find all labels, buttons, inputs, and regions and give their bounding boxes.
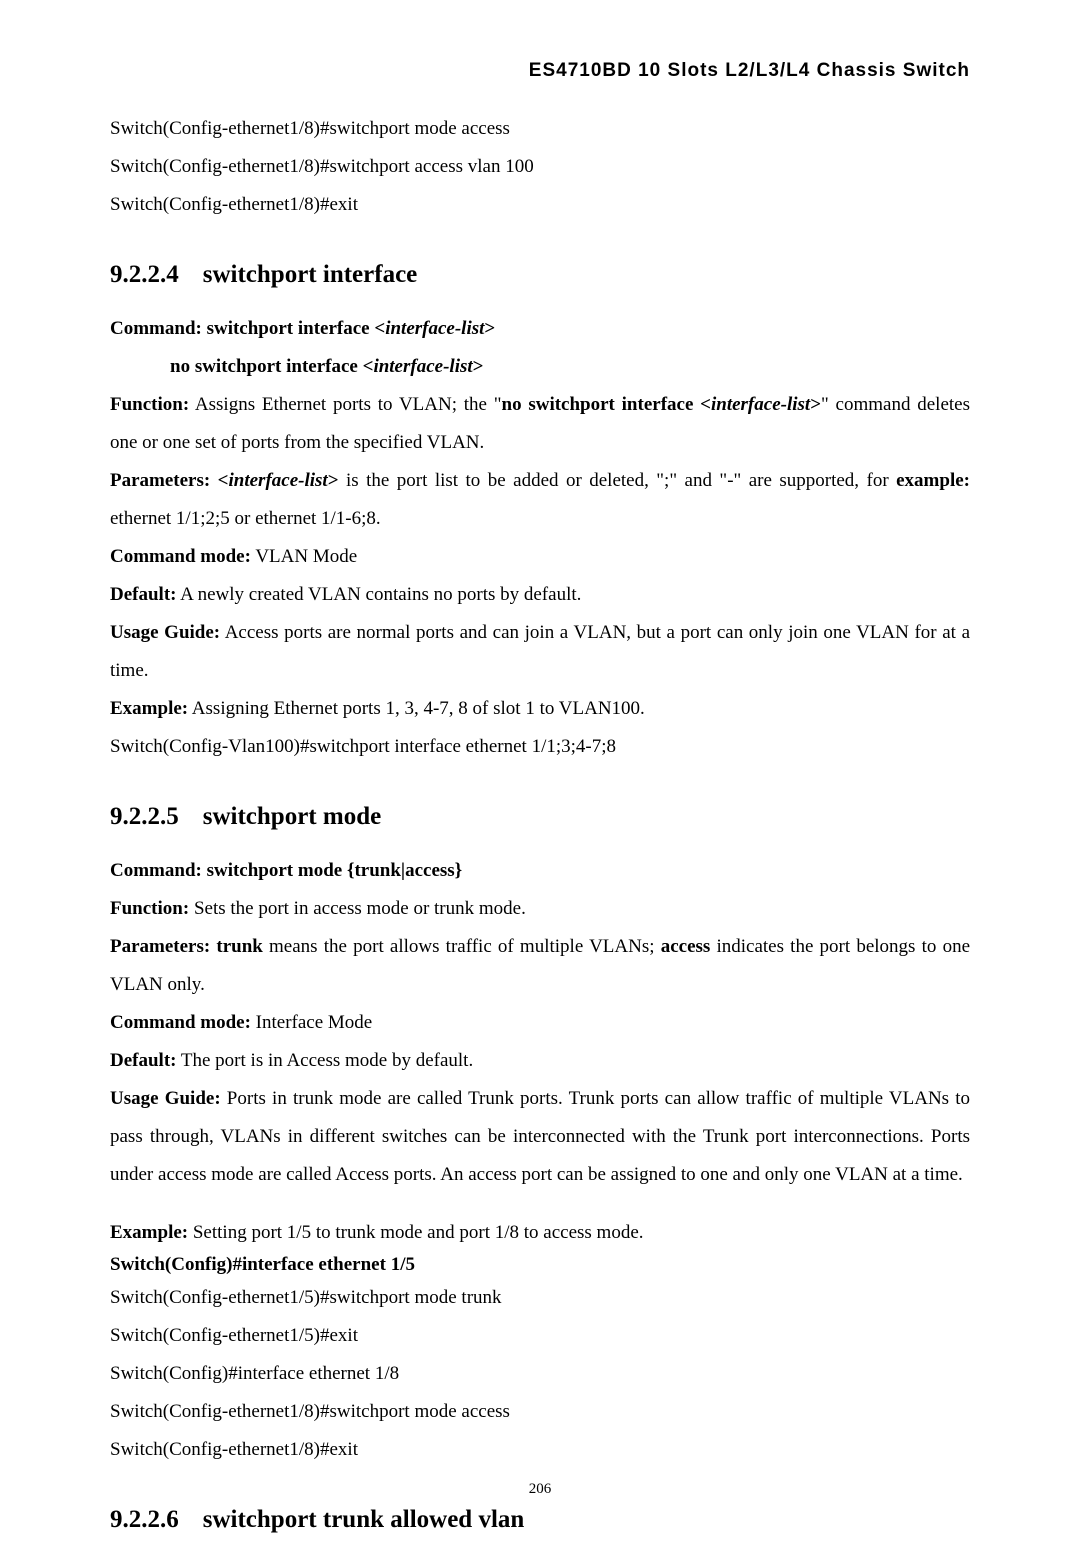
cli-line: Switch(Config-ethernet1/8)#exit — [110, 186, 970, 224]
usage-guide-line: Usage Guide: Ports in trunk mode are cal… — [110, 1080, 970, 1194]
section-heading-9226: 9.2.2.6 switchport trunk allowed vlan — [110, 1495, 970, 1545]
cli-line: Switch(Config-ethernet1/5)#switchport mo… — [110, 1279, 970, 1317]
heading-text: switchport interface — [203, 261, 418, 288]
heading-number: 9.2.2.5 — [110, 803, 179, 830]
cli-line: Switch(Config)#interface ethernet 1/8 — [110, 1355, 970, 1393]
parameters-line: Parameters: <interface-list> is the port… — [110, 462, 970, 538]
function-line: Function: Sets the port in access mode o… — [110, 890, 970, 928]
command-line: Command: switchport mode {trunk|access} — [110, 852, 970, 890]
heading-number: 9.2.2.4 — [110, 261, 179, 288]
no-command-line: no switchport interface <interface-list> — [110, 348, 970, 386]
parameters-line: Parameters: trunk means the port allows … — [110, 928, 970, 1004]
default-line: Default: A newly created VLAN contains n… — [110, 576, 970, 614]
section-heading-9225: 9.2.2.5 switchport mode — [110, 792, 970, 842]
heading-number: 9.2.2.6 — [110, 1506, 179, 1533]
heading-text: switchport mode — [203, 803, 381, 830]
cli-line: Switch(Config-ethernet1/8)#switchport ac… — [110, 148, 970, 186]
heading-text: switchport trunk allowed vlan — [203, 1506, 525, 1533]
cli-line: Switch(Config-Vlan100)#switchport interf… — [110, 728, 970, 766]
usage-guide-line: Usage Guide: Access ports are normal por… — [110, 614, 970, 690]
cli-line: Switch(Config)#interface ethernet 1/5 — [110, 1252, 970, 1279]
example-line: Example: Setting port 1/5 to trunk mode … — [110, 1214, 970, 1252]
body-content: Switch(Config-ethernet1/8)#switchport mo… — [110, 110, 970, 1545]
function-line: Function: Assigns Ethernet ports to VLAN… — [110, 386, 970, 462]
mode-line: Command mode: Interface Mode — [110, 1004, 970, 1042]
command-line: Command: switchport interface <interface… — [110, 310, 970, 348]
page-header: ES4710BD 10 Slots L2/L3/L4 Chassis Switc… — [110, 60, 970, 82]
mode-line: Command mode: VLAN Mode — [110, 538, 970, 576]
page-number: 206 — [0, 1481, 1080, 1498]
cli-line: Switch(Config-ethernet1/8)#switchport mo… — [110, 110, 970, 148]
cli-line: Switch(Config-ethernet1/8)#switchport mo… — [110, 1393, 970, 1431]
section-heading-9224: 9.2.2.4 switchport interface — [110, 250, 970, 300]
cli-line: Switch(Config-ethernet1/5)#exit — [110, 1317, 970, 1355]
example-line: Example: Assigning Ethernet ports 1, 3, … — [110, 690, 970, 728]
cli-line: Switch(Config-ethernet1/8)#exit — [110, 1431, 970, 1469]
default-line: Default: The port is in Access mode by d… — [110, 1042, 970, 1080]
document-page: ES4710BD 10 Slots L2/L3/L4 Chassis Switc… — [0, 0, 1080, 1528]
